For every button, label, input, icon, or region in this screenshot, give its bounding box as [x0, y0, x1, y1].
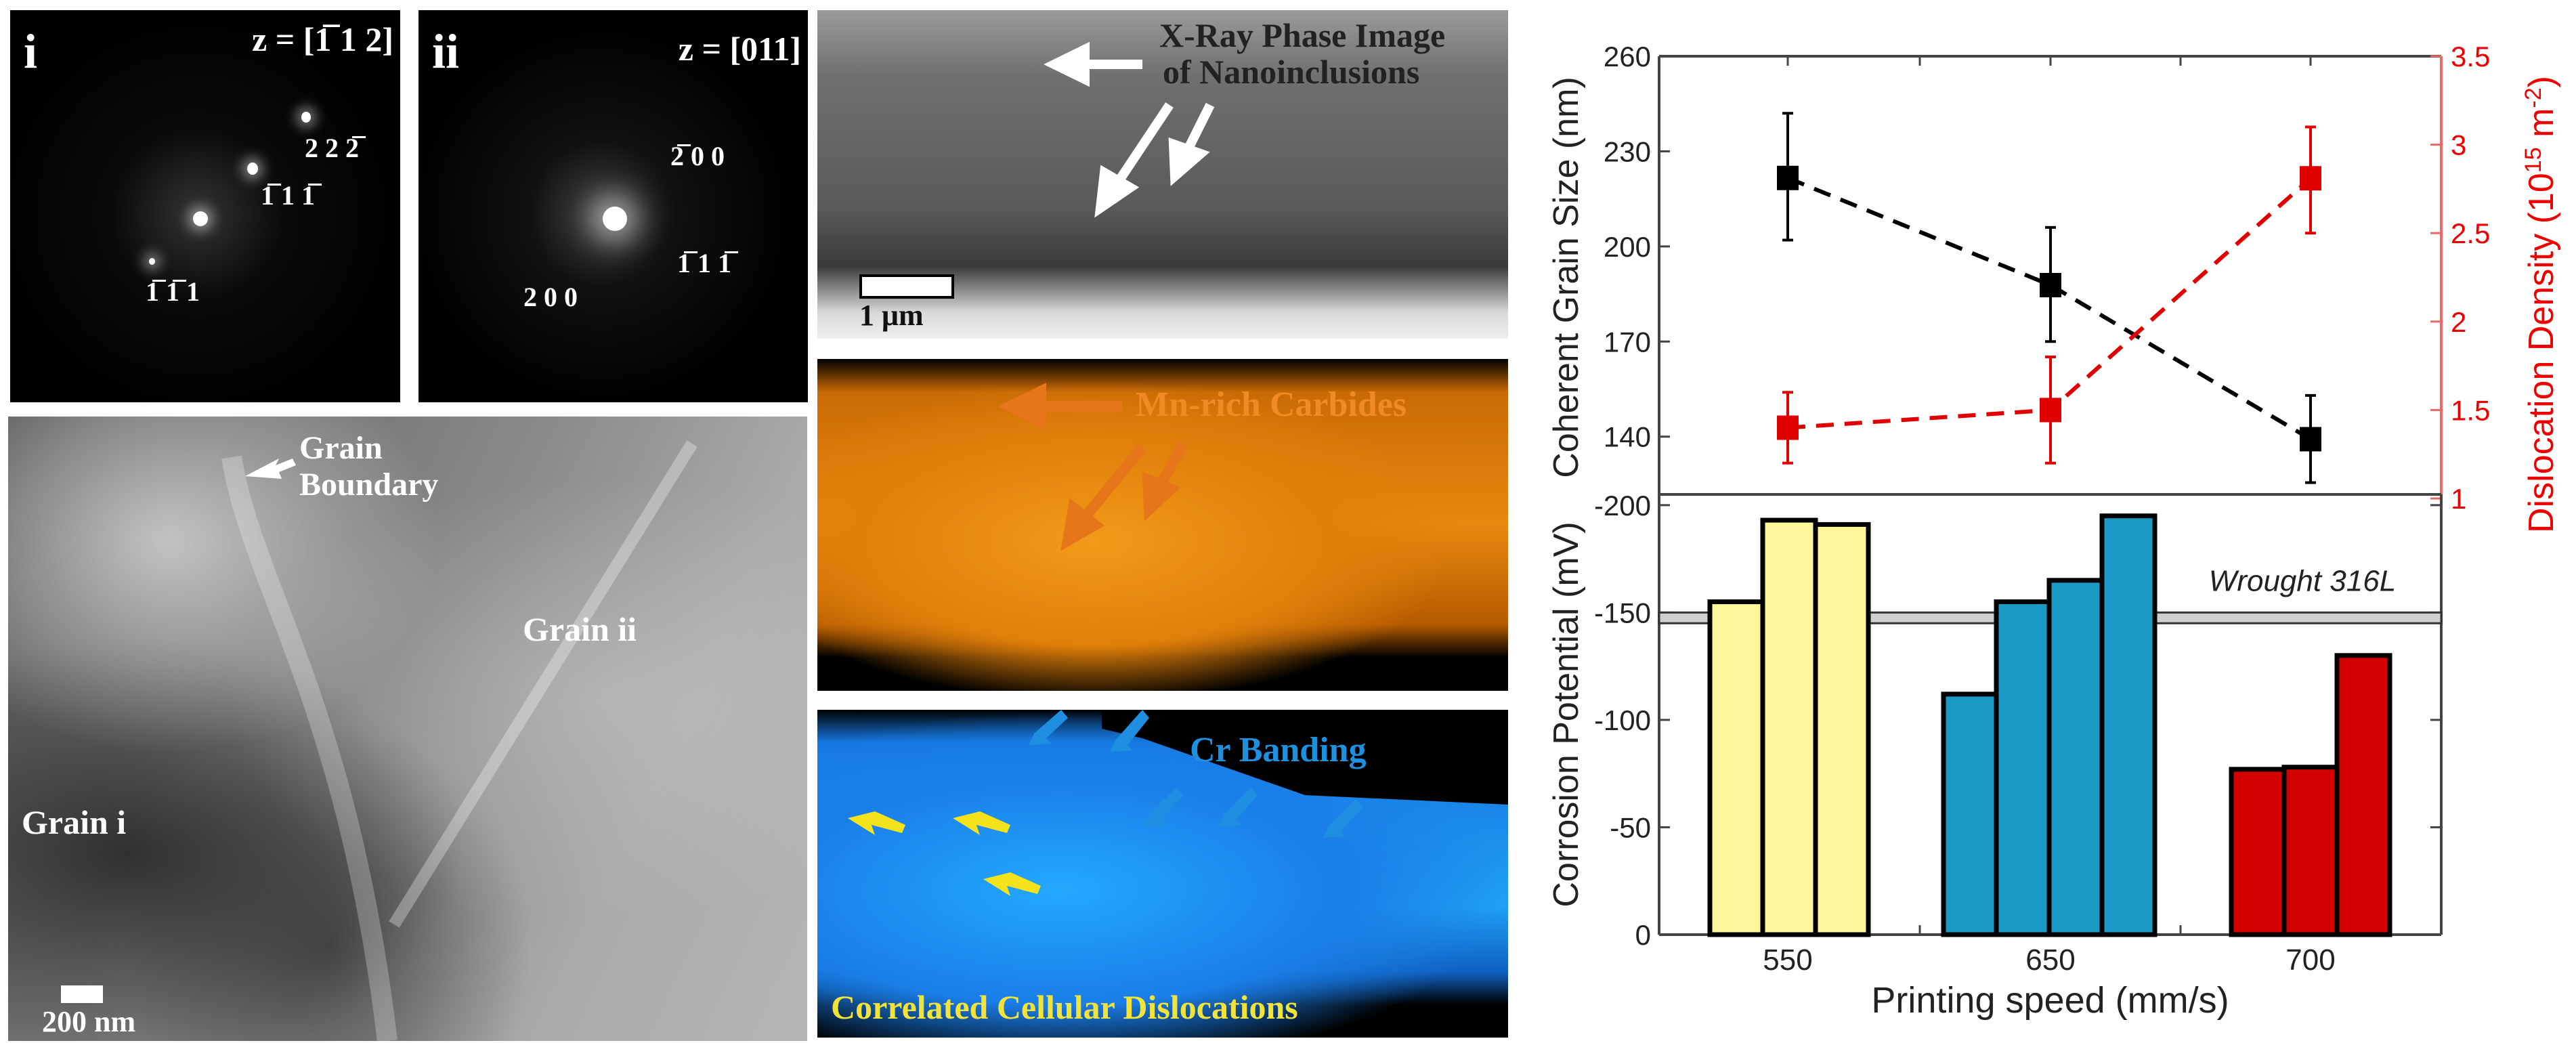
bar: [2046, 578, 2105, 937]
axis-title-part: ): [2522, 76, 2561, 87]
bar: [2334, 653, 2392, 937]
y-right-tick-label: 2.5: [2451, 217, 2490, 249]
y-right-tick-label: 3.5: [2451, 41, 2490, 72]
dislocations-label: Correlated Cellular Dislocations: [831, 988, 1298, 1026]
bar: [1941, 691, 1999, 937]
data-point: [1777, 165, 1799, 190]
zone-axis: z = [1̅ 1 2]: [252, 20, 393, 58]
xray-title-line2: of Nanoinclusions: [1163, 53, 1420, 91]
corrosion-potential-plot: 0 -50 -100 -150 -200 Wrought 316L 550 650 700 Pri…: [1547, 490, 2443, 1021]
y-tick-label: -150: [1594, 597, 1651, 629]
data-point: [2040, 272, 2061, 297]
spot-label: 2 0 0: [523, 282, 578, 312]
grain-boundary-label: Grain Boundary: [299, 430, 439, 503]
saed-pattern-i: i z = [1̅ 1 2] 2 2 2̅ 1̅ 1 1̅ 1̅ 1̅ 1: [10, 10, 400, 402]
y-tick-label: 170: [1604, 326, 1651, 358]
y-tick-label: -200: [1594, 490, 1651, 522]
mn-carbides-label: Mn-rich Carbides: [1136, 385, 1407, 424]
diffraction-spot: [149, 258, 155, 265]
y-right-tick-label: 2: [2451, 306, 2466, 338]
grain-size-density-plot: 140 170 200 230 260 1 1.5 2 2.5 3 3.5 Coherent Grai…: [1547, 41, 2561, 533]
x-axis-title: Printing speed (mm/s): [1871, 980, 2229, 1021]
spot-label: 1̅ 1 1̅: [677, 248, 731, 278]
y-tick-label: 200: [1604, 231, 1651, 263]
scale-bar-label: 1 μm: [859, 299, 924, 332]
grain-ii-label: Grain ii: [523, 610, 637, 648]
data-point: [2300, 166, 2321, 191]
axis-title-part: Dislocation Density (10: [2522, 173, 2561, 533]
diffraction-spot: [247, 163, 258, 175]
bar: [2281, 765, 2340, 937]
zone-axis: z = [011]: [678, 30, 801, 68]
xray-phase-image: X-Ray Phase Image of Nanoinclusions 1 μm: [817, 10, 1508, 339]
bar: [1707, 599, 1765, 937]
y-tick-label: -100: [1594, 704, 1651, 736]
tem-micrograph: Grain Boundary Grain ii Grain i 200 nm: [8, 417, 807, 1041]
y-tick-label: 260: [1604, 41, 1651, 72]
reference-label: Wrought 316L: [2209, 565, 2396, 598]
diffraction-spot: [301, 112, 311, 123]
scale-bar: [859, 274, 954, 299]
series-line: [1786, 175, 2312, 442]
arrow-icon: [997, 383, 1188, 551]
y-right-tick-label: 3: [2451, 129, 2466, 161]
cr-elemental-map: Cr Banding Correlated Cellular Dislocati…: [817, 710, 1508, 1038]
spot-label: 1̅ 1 1̅: [261, 180, 315, 211]
axis-title-part: m: [2522, 108, 2561, 148]
scale-bar: [61, 985, 103, 1003]
x-tick-label: 700: [2285, 943, 2335, 977]
x-tick-label: 550: [1763, 943, 1812, 977]
bar: [1994, 599, 2052, 937]
xray-title-line1: X-Ray Phase Image: [1159, 16, 1446, 54]
arrow-icon: [1044, 41, 1215, 218]
bar: [1760, 517, 1818, 937]
y-tick-label: 0: [1635, 919, 1651, 951]
panel-label: ii: [432, 24, 460, 79]
y-tick-label: 230: [1604, 135, 1651, 167]
scale-bar-label: 200 nm: [42, 1005, 136, 1038]
y-tick-label: -50: [1610, 811, 1651, 843]
y-axis-title: Coherent Grain Size (nm): [1547, 77, 1586, 477]
grain-i-label: Grain i: [22, 803, 127, 841]
grain-boundary-arrow-icon: [221, 440, 697, 1041]
y-right-tick-label: 1.5: [2451, 394, 2490, 426]
data-point: [2040, 398, 2061, 423]
axis-title-part: -2: [2520, 87, 2546, 108]
bar: [2229, 767, 2287, 937]
bar: [1813, 522, 1871, 937]
central-spot: [603, 207, 627, 231]
panel-label: i: [24, 24, 38, 79]
bar: [2099, 513, 2158, 937]
y-axis-title: Corrosion Potential (mV): [1547, 522, 1586, 907]
cr-banding-label: Cr Banding: [1190, 731, 1367, 769]
central-spot: [193, 211, 208, 226]
mn-elemental-map: Mn-rich Carbides: [817, 359, 1508, 691]
x-tick-label: 650: [2025, 943, 2075, 977]
data-point: [1777, 415, 1799, 440]
spot-label: 2 2 2̅: [305, 133, 359, 163]
spot-label: 1̅ 1̅ 1: [146, 276, 200, 307]
y-right-axis-title: Dislocation Density (1015 m-2): [2520, 76, 2561, 533]
data-point: [2300, 427, 2321, 452]
y-tick-label: 140: [1604, 421, 1651, 453]
axis-title-part: 15: [2520, 147, 2546, 173]
y-right-tick-label: 1: [2451, 483, 2466, 515]
saed-pattern-ii: ii z = [011] 2̅ 0 0 1̅ 1 1̅ 2 0 0: [418, 10, 808, 402]
spot-label: 2̅ 0 0: [670, 141, 725, 171]
arrow-icon: [848, 710, 1362, 896]
